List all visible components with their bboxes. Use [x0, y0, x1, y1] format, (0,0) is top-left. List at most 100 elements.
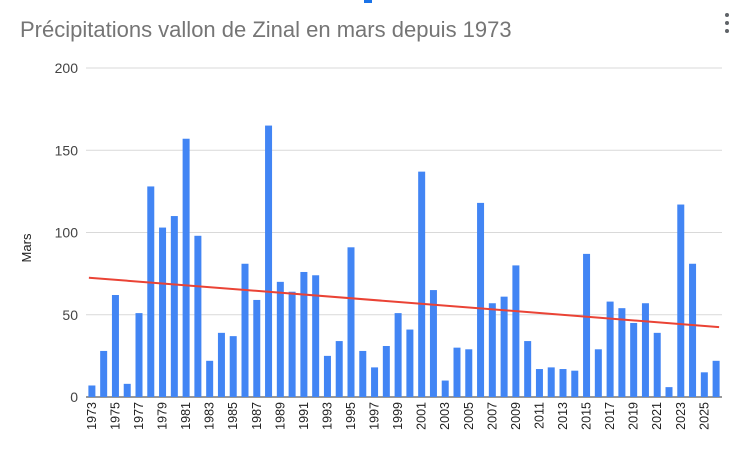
- bar-2020: [641, 303, 649, 397]
- x-tick-label: 2003: [438, 402, 452, 430]
- x-tick-label: 2011: [532, 402, 546, 429]
- bar-1984: [217, 332, 225, 397]
- bar-1993: [323, 355, 331, 397]
- bar-2021: [653, 332, 661, 397]
- x-tick-label: 2025: [697, 402, 711, 430]
- bar-2005: [465, 349, 473, 397]
- more-vert-icon[interactable]: [722, 12, 732, 34]
- bar-1983: [206, 360, 214, 397]
- x-tick-label: 1973: [85, 402, 99, 430]
- bar-2023: [677, 204, 685, 397]
- bar-1989: [276, 281, 284, 397]
- bar-2004: [453, 347, 461, 397]
- y-tick-label: 100: [55, 225, 79, 241]
- bar-2010: [524, 341, 532, 397]
- bar-1996: [359, 350, 367, 397]
- bar-2000: [406, 329, 414, 397]
- y-tick-label: 50: [62, 307, 78, 323]
- trendline-group: [88, 276, 720, 329]
- bar-1975: [111, 295, 119, 397]
- bar-1973: [88, 385, 96, 397]
- x-tick-label: 1979: [156, 402, 170, 430]
- bar-2013: [559, 369, 567, 397]
- x-tick-label: 1993: [320, 402, 334, 430]
- bar-1999: [394, 313, 402, 397]
- bar-2024: [689, 263, 697, 397]
- x-tick-label: 1977: [132, 402, 146, 430]
- x-tick-label: 1999: [391, 402, 405, 430]
- bar-1981: [182, 138, 190, 398]
- x-tick-label: 2015: [580, 402, 594, 430]
- bar-1980: [170, 216, 178, 397]
- bar-2016: [594, 349, 602, 397]
- bar-2006: [477, 202, 485, 397]
- bar-1985: [229, 336, 237, 397]
- bar-1994: [335, 341, 343, 397]
- y-tick-label: 0: [70, 389, 78, 405]
- x-tick-label: 1997: [368, 402, 382, 430]
- bar-2014: [571, 370, 579, 397]
- bar-1982: [194, 235, 202, 397]
- x-tick-label: 1991: [297, 402, 311, 430]
- bar-1987: [253, 299, 261, 397]
- bar-2018: [618, 308, 626, 397]
- bar-2012: [547, 367, 555, 397]
- chart-title: Précipitations vallon de Zinal en mars d…: [20, 17, 512, 42]
- bar-2017: [606, 301, 614, 397]
- x-tick-label: 2017: [603, 402, 617, 430]
- x-tick-label: 1989: [273, 402, 287, 430]
- x-axis-ticks: 1973 1975 1977 1979 1981 1983 1985 1987 1989 1991…: [85, 402, 711, 430]
- bar-2015: [583, 253, 591, 397]
- grid-lines: [86, 67, 722, 398]
- bar-1992: [312, 275, 320, 397]
- bar-1977: [135, 313, 143, 397]
- bar-1976: [123, 383, 131, 397]
- x-tick-label: 1987: [250, 402, 264, 430]
- x-tick-label: 2009: [509, 402, 523, 430]
- bar-1990: [288, 291, 296, 397]
- bar-1997: [371, 367, 379, 397]
- y-axis-label: Mars: [19, 233, 34, 262]
- bar-1978: [147, 186, 155, 397]
- bar-1986: [241, 263, 249, 397]
- bar-2007: [488, 303, 496, 397]
- trendline: [88, 276, 720, 329]
- menu-dot: [725, 13, 729, 17]
- bar-2008: [500, 296, 508, 397]
- x-tick-label: 2013: [556, 402, 570, 430]
- bar-2009: [512, 265, 520, 397]
- bar-2002: [429, 290, 437, 397]
- y-tick-label: 150: [55, 142, 79, 158]
- x-tick-label: 1995: [344, 402, 358, 430]
- x-tick-label: 2021: [650, 402, 664, 430]
- bar-2011: [535, 369, 543, 397]
- bar-2025: [700, 372, 708, 397]
- x-tick-label: 1975: [108, 402, 122, 430]
- menu-dot: [725, 21, 729, 25]
- x-tick-label: 2007: [485, 402, 499, 430]
- x-tick-label: 2019: [627, 402, 641, 430]
- x-tick-label: 1985: [226, 402, 240, 430]
- bar-1995: [347, 247, 355, 397]
- bar-2022: [665, 387, 673, 397]
- x-tick-label: 2023: [674, 402, 688, 430]
- bar-1979: [159, 227, 167, 397]
- bar-1991: [300, 271, 308, 397]
- x-tick-label: 1981: [179, 402, 193, 430]
- x-tick-label: 2001: [415, 402, 429, 430]
- bar-2001: [418, 171, 426, 397]
- bar-2026: [712, 360, 720, 397]
- bar-1998: [382, 346, 390, 397]
- x-tick-label: 1983: [203, 402, 217, 430]
- y-axis-ticks: 0 50 100 150 200: [55, 60, 79, 405]
- bar-2019: [630, 322, 638, 397]
- bar-1988: [265, 125, 273, 397]
- y-tick-label: 200: [55, 60, 79, 76]
- bar-1974: [100, 350, 108, 397]
- x-tick-label: 2005: [462, 402, 476, 430]
- top-indicator: [364, 0, 372, 3]
- bar-2003: [441, 380, 449, 397]
- menu-dot: [725, 29, 729, 33]
- bar-series: [88, 125, 720, 398]
